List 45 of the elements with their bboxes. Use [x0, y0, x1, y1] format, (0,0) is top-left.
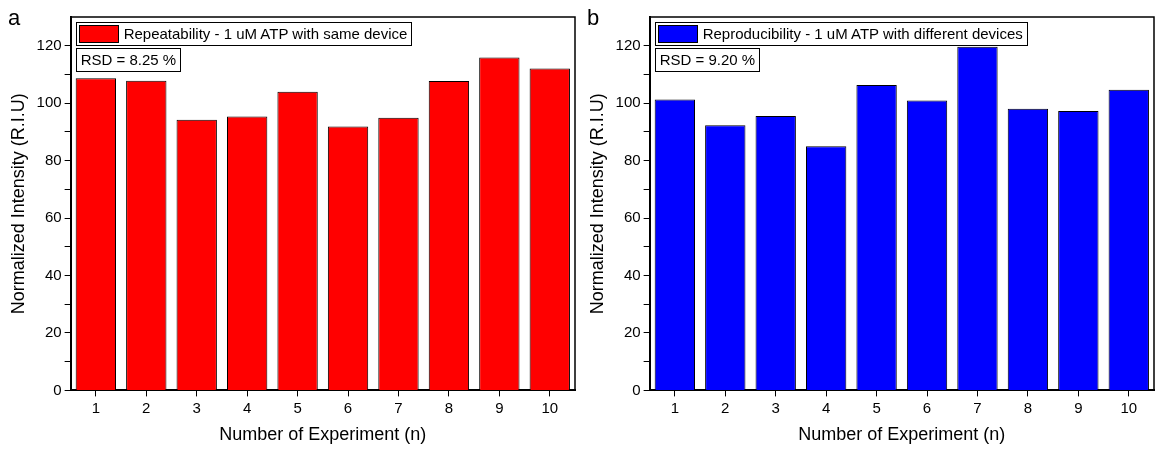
- legend: Reproducibility - 1 uM ATP with different devices: [654, 22, 1028, 46]
- x-tick-label: 1: [91, 398, 101, 416]
- x-tick-label: 2: [721, 398, 730, 416]
- y-tick-label: 0: [632, 380, 641, 398]
- y-tick-label: 20: [623, 323, 641, 341]
- y-tick-label: 120: [615, 35, 641, 53]
- x-tick-label: 4: [821, 398, 831, 416]
- annotation: RSD = 9.20 %: [654, 48, 761, 72]
- x-tick-label: 9: [1074, 398, 1083, 416]
- y-axis-title: Normalized Intensity (R.I.U): [586, 93, 607, 315]
- x-tick-label: 8: [1023, 398, 1033, 416]
- x-axis-title: Number of Experiment (n): [219, 424, 427, 445]
- x-tick-label: 3: [771, 398, 780, 416]
- x-tick-label: 3: [192, 398, 201, 416]
- legend: Repeatability - 1 uM ATP with same device: [75, 22, 413, 46]
- x-tick-label: 9: [495, 398, 504, 416]
- y-tick-label: 60: [44, 208, 62, 226]
- text: b: [587, 5, 600, 31]
- annotation: RSD = 8.25 %: [75, 48, 182, 72]
- x-tick-label: 5: [293, 398, 302, 416]
- y-tick-label: 120: [36, 35, 62, 53]
- x-tick-label: 10: [541, 398, 559, 416]
- x-tick-label: 6: [343, 398, 353, 416]
- x-tick-label: 7: [973, 398, 982, 416]
- y-tick-label: 0: [53, 380, 62, 398]
- x-tick-label: 5: [872, 398, 881, 416]
- y-tick-label: 100: [36, 93, 62, 111]
- x-tick-label: 4: [242, 398, 252, 416]
- x-tick-label: 6: [922, 398, 932, 416]
- y-tick-label: 40: [44, 265, 62, 283]
- y-tick-label: 60: [623, 208, 641, 226]
- x-tick-label: 1: [670, 398, 680, 416]
- x-tick-label: 2: [142, 398, 151, 416]
- x-tick-label: 10: [1120, 398, 1138, 416]
- text: a: [8, 5, 21, 31]
- y-tick-label: 80: [623, 150, 641, 168]
- y-axis-title: Normalized Intensity (R.I.U): [7, 93, 28, 315]
- y-tick-label: 40: [623, 265, 641, 283]
- x-axis-title: Number of Experiment (n): [798, 424, 1006, 445]
- x-tick-label: 8: [444, 398, 454, 416]
- y-tick-label: 80: [44, 150, 62, 168]
- y-tick-label: 20: [44, 323, 62, 341]
- series-label: Reproducibility - 1 uM ATP with different devices: [702, 24, 1023, 44]
- x-tick-label: 7: [394, 398, 403, 416]
- y-tick-label: 100: [615, 93, 641, 111]
